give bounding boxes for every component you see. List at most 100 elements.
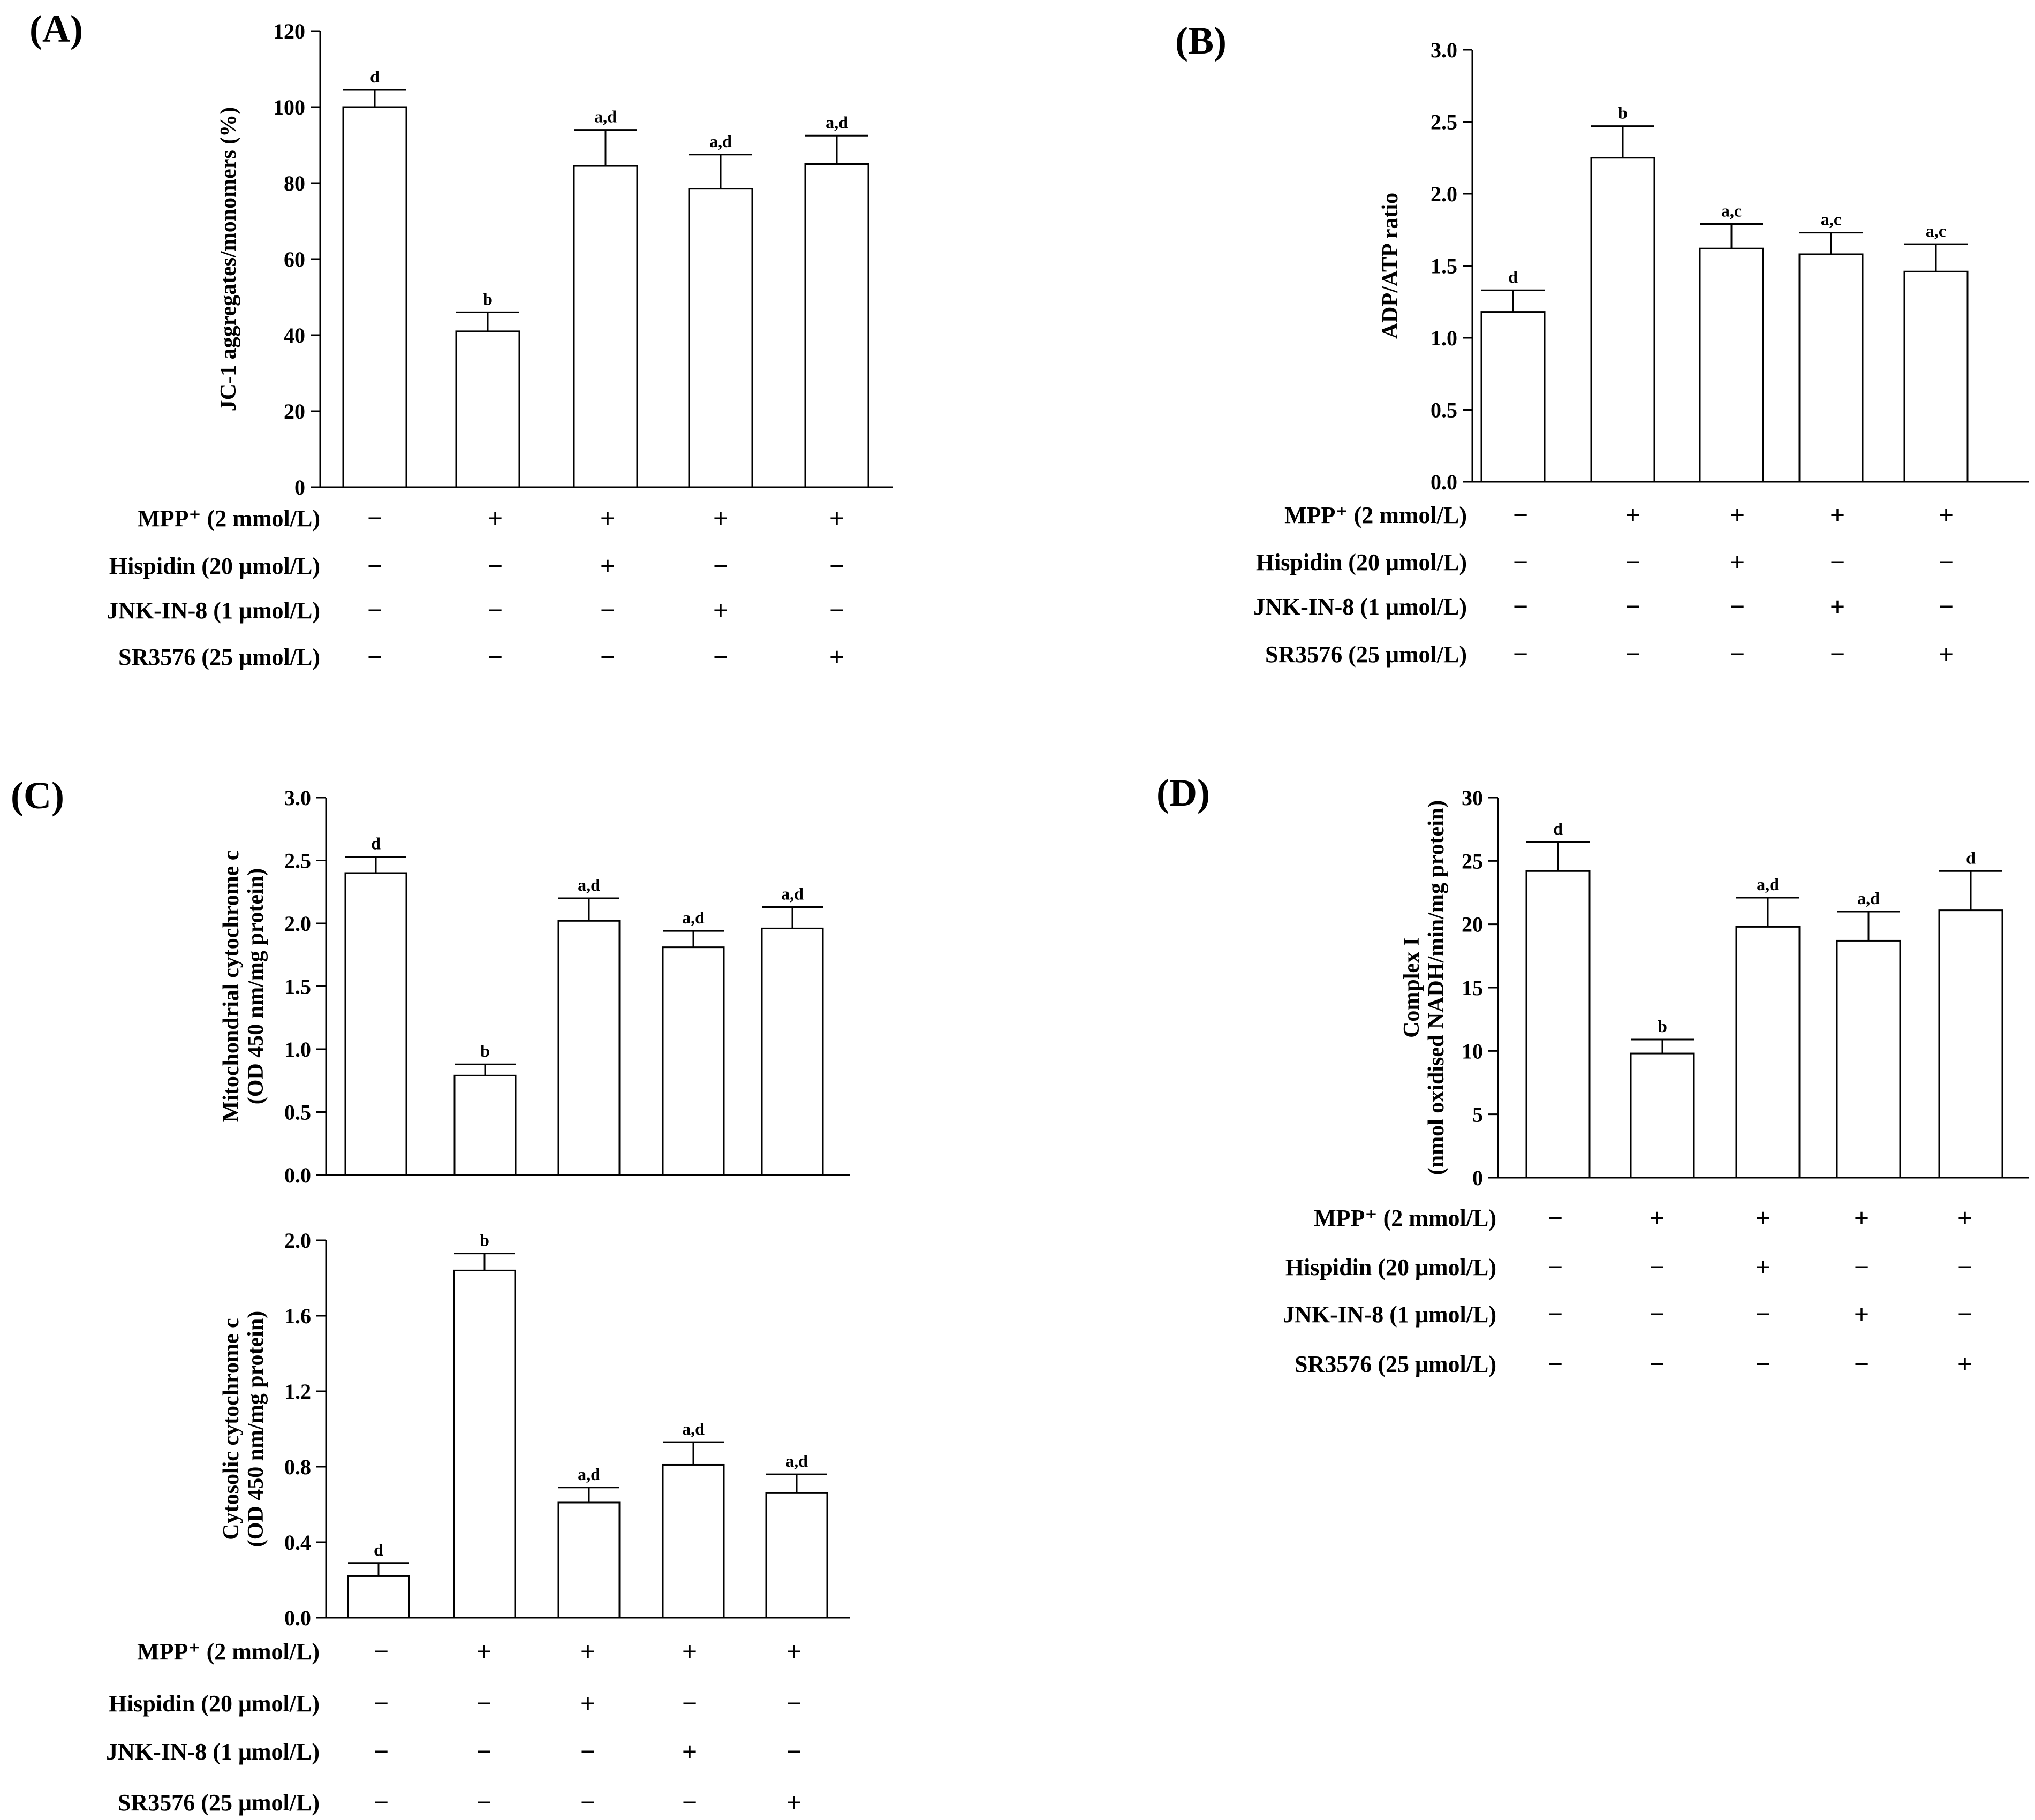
minus-sign: − (1650, 1252, 1665, 1282)
minus-sign: − (367, 551, 383, 581)
chart-c-cytosolic: 0.0 0.4 0.8 1.2 1.6 2.0 Cytosolic cytochrome c… (219, 1228, 850, 1630)
plus-sign: + (1939, 500, 1954, 530)
y-tick-label: 0.0 (1431, 470, 1457, 494)
significance-label: d (371, 833, 381, 853)
y-tick-label: 2.5 (284, 849, 311, 873)
bar (804, 163, 869, 488)
bar (688, 188, 753, 488)
minus-sign: − (1650, 1299, 1665, 1329)
minus-sign: − (488, 595, 503, 625)
plus-sign: + (829, 503, 845, 533)
chart-b: (B) 0.0 0.5 1.0 1.5 2.0 2.5 3.0 ADP/ATP ratio d b a… (1175, 19, 2029, 494)
plus-sign: + (600, 503, 616, 533)
significance-label: a,d (594, 107, 617, 126)
treatment-label-sr: SR3576 (25 μmol/L) (1265, 641, 1467, 668)
plus-sign: + (1854, 1203, 1870, 1233)
minus-sign: − (1730, 639, 1745, 669)
bar (344, 872, 407, 1176)
plus-sign: + (600, 551, 616, 581)
treatment-label-jnk: JNK-IN-8 (1 μmol/L) (107, 597, 320, 624)
significance-label: a,d (785, 1451, 808, 1470)
plus-sign: + (1730, 500, 1745, 530)
bar (1480, 311, 1546, 483)
y-tick-label: 0 (294, 475, 305, 499)
minus-sign: − (1730, 592, 1745, 621)
y-tick-label: 5 (1472, 1103, 1483, 1127)
bar (557, 920, 621, 1176)
plus-sign: + (1939, 639, 1954, 669)
significance-label: b (483, 289, 493, 308)
minus-sign: − (829, 595, 845, 625)
minus-sign: − (1957, 1252, 1973, 1282)
y-axis-label: Cytosolic cytochrome c (219, 1318, 244, 1540)
treatment-label-hispidin: Hispidin (20 μmol/L) (1285, 1254, 1496, 1280)
significance-label: a,d (682, 908, 705, 927)
significance-label: b (1618, 103, 1628, 123)
y-tick-label: 1.6 (284, 1304, 311, 1328)
significance-label: d (370, 67, 380, 86)
y-tick-label: 1.5 (1431, 254, 1457, 278)
minus-sign: − (476, 1787, 492, 1817)
significance-label: a,d (682, 1419, 705, 1438)
plus-sign: + (713, 503, 729, 533)
y-tick-label: 1.0 (284, 1037, 311, 1061)
minus-sign: − (600, 642, 616, 672)
significance-label: a,d (578, 875, 600, 894)
minus-sign: − (580, 1736, 596, 1766)
significance-label: b (1658, 1017, 1667, 1036)
minus-sign: − (367, 595, 383, 625)
treatment-label-mpp: MPP⁺ (2 mmol/L) (137, 1639, 320, 1665)
significance-label: a,d (709, 132, 732, 151)
treatment-label-jnk: JNK-IN-8 (1 μmol/L) (1253, 594, 1467, 620)
y-tick-label: 0.5 (1431, 398, 1457, 422)
y-axis-label: (nmol oxidised NADH/min/mg protein) (1424, 800, 1449, 1175)
minus-sign: − (476, 1688, 492, 1718)
significance-label: a,c (1926, 221, 1946, 240)
treatment-label-hispidin: Hispidin (20 μmol/L) (109, 553, 320, 579)
minus-sign: − (682, 1787, 698, 1817)
y-tick-label: 10 (1462, 1039, 1483, 1063)
plus-sign: + (1830, 592, 1845, 621)
minus-sign: − (1854, 1349, 1870, 1379)
bar (455, 330, 520, 488)
y-tick-label: 0.4 (284, 1530, 311, 1554)
minus-sign: − (1548, 1299, 1563, 1329)
y-tick-label: 0.8 (284, 1455, 311, 1479)
plus-sign: + (1957, 1349, 1973, 1379)
bar (662, 946, 725, 1176)
minus-sign: − (1513, 500, 1529, 530)
y-tick-label: 1.0 (1431, 326, 1457, 350)
minus-sign: − (600, 595, 616, 625)
minus-sign: − (1625, 547, 1641, 577)
bar (662, 1463, 725, 1619)
treatment-table-a: MPP⁺ (2 mmol/L) − + + + + Hispidin (20 μmol/L)… (107, 503, 844, 672)
bar (1525, 870, 1591, 1179)
treatment-label-sr: SR3576 (25 μmol/L) (118, 644, 320, 670)
plus-sign: + (682, 1636, 698, 1666)
minus-sign: − (682, 1688, 698, 1718)
minus-sign: − (367, 642, 383, 672)
minus-sign: − (829, 551, 845, 581)
y-tick-label: 20 (284, 399, 305, 423)
minus-sign: − (488, 551, 503, 581)
minus-sign: − (1830, 547, 1845, 577)
minus-sign: − (374, 1636, 389, 1666)
minus-sign: − (367, 503, 383, 533)
minus-sign: − (1939, 592, 1954, 621)
significance-label: d (374, 1540, 383, 1559)
bar (1590, 157, 1655, 483)
panel-letter: (C) (11, 774, 64, 817)
y-tick-label: 0.0 (284, 1606, 311, 1630)
significance-label: d (1966, 848, 1976, 867)
significance-label: a,d (781, 884, 804, 903)
treatment-label-sr: SR3576 (25 μmol/L) (1295, 1351, 1496, 1377)
y-tick-label: 3.0 (1431, 38, 1457, 62)
minus-sign: − (1650, 1349, 1665, 1379)
treatment-label-hispidin: Hispidin (20 μmol/L) (109, 1690, 320, 1717)
y-tick-label: 30 (1462, 786, 1483, 810)
minus-sign: − (1513, 547, 1529, 577)
y-tick-label: 0.0 (284, 1163, 311, 1187)
y-tick-label: 2.0 (284, 1228, 311, 1253)
plus-sign: + (682, 1736, 698, 1766)
plus-sign: + (476, 1636, 492, 1666)
